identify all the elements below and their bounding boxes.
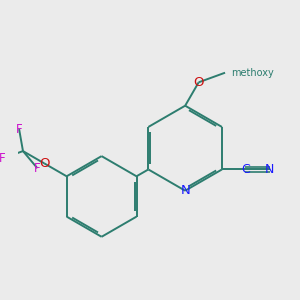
Text: F: F <box>34 162 40 175</box>
Text: F: F <box>0 152 5 165</box>
Text: F: F <box>16 123 22 136</box>
Text: N: N <box>265 163 274 176</box>
Text: methoxy: methoxy <box>232 68 274 78</box>
Text: C: C <box>241 163 250 176</box>
Text: O: O <box>39 157 50 170</box>
Text: N: N <box>180 184 190 197</box>
Text: O: O <box>194 76 204 89</box>
